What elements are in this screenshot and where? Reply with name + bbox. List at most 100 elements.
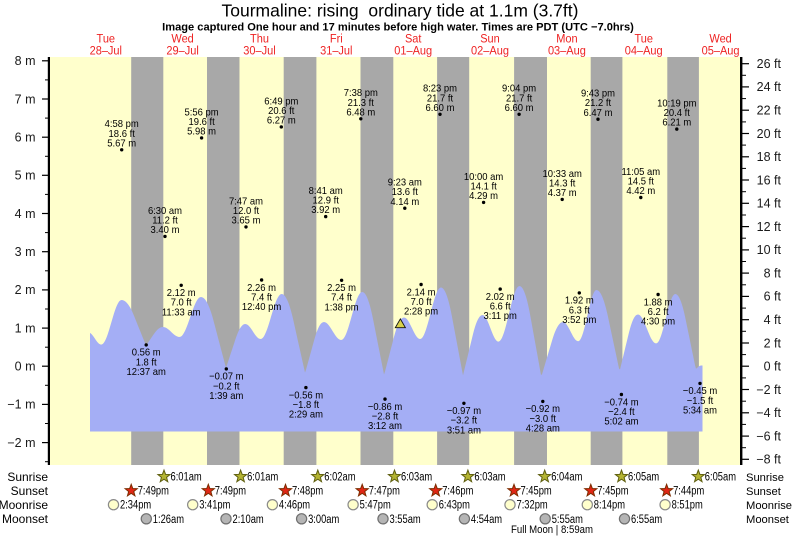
svg-text:−1 m: −1 m xyxy=(7,398,35,412)
svg-text:1.8 ft: 1.8 ft xyxy=(136,356,157,368)
svg-text:Sat: Sat xyxy=(405,31,422,45)
svg-text:20.4 ft: 20.4 ft xyxy=(664,107,690,119)
svg-text:Sunrise: Sunrise xyxy=(7,470,48,484)
svg-text:4.29 m: 4.29 m xyxy=(469,190,498,202)
svg-text:3.92 m: 3.92 m xyxy=(311,204,340,216)
svg-text:Sunset: Sunset xyxy=(11,484,49,498)
svg-text:7:48pm: 7:48pm xyxy=(292,486,323,498)
svg-text:4:46pm: 4:46pm xyxy=(279,500,310,512)
svg-text:0.56 m: 0.56 m xyxy=(132,347,161,359)
svg-text:11:05 am: 11:05 am xyxy=(621,166,660,178)
svg-text:Moonset: Moonset xyxy=(2,512,49,526)
svg-text:7.0 ft: 7.0 ft xyxy=(171,297,192,309)
svg-text:8:41 am: 8:41 am xyxy=(309,185,343,197)
svg-text:1:39 am: 1:39 am xyxy=(209,390,243,402)
svg-text:2 m: 2 m xyxy=(15,283,36,297)
svg-text:8:23 pm: 8:23 pm xyxy=(423,83,457,95)
svg-text:Tue: Tue xyxy=(634,31,653,45)
svg-text:6:43pm: 6:43pm xyxy=(439,500,470,512)
svg-text:−2.8 ft: −2.8 ft xyxy=(372,411,399,423)
svg-text:7 m: 7 m xyxy=(15,92,36,106)
svg-text:19.6 ft: 19.6 ft xyxy=(188,116,214,128)
svg-text:6.2 ft: 6.2 ft xyxy=(648,306,669,318)
svg-text:24 ft: 24 ft xyxy=(757,80,782,94)
svg-text:−2 m: −2 m xyxy=(7,436,35,450)
svg-text:−3.2 ft: −3.2 ft xyxy=(451,415,478,427)
svg-text:2:29 am: 2:29 am xyxy=(289,409,323,421)
svg-text:7:44pm: 7:44pm xyxy=(673,486,704,498)
svg-text:6.47 m: 6.47 m xyxy=(584,107,613,119)
svg-text:7:49pm: 7:49pm xyxy=(215,486,246,498)
svg-text:10:00 am: 10:00 am xyxy=(464,171,504,183)
svg-text:4 m: 4 m xyxy=(15,207,36,221)
svg-text:6:05am: 6:05am xyxy=(705,472,736,484)
svg-text:02–Aug: 02–Aug xyxy=(471,43,509,57)
svg-text:4:58 pm: 4:58 pm xyxy=(105,118,139,130)
svg-text:−8 ft: −8 ft xyxy=(756,453,781,467)
svg-text:6:03am: 6:03am xyxy=(401,472,432,484)
svg-text:1.92 m: 1.92 m xyxy=(565,295,594,307)
svg-text:4.14 m: 4.14 m xyxy=(390,196,419,208)
svg-text:2.02 m: 2.02 m xyxy=(486,291,515,303)
svg-text:4:28 am: 4:28 am xyxy=(526,422,560,434)
svg-text:Tourmaline: rising ordinary t: Tourmaline: rising ordinary tide at 1.1m… xyxy=(222,1,579,21)
svg-text:7:38 pm: 7:38 pm xyxy=(344,87,378,99)
svg-text:7.0 ft: 7.0 ft xyxy=(411,296,432,308)
svg-text:−3.0 ft: −3.0 ft xyxy=(530,413,557,425)
svg-text:7:45pm: 7:45pm xyxy=(597,486,628,498)
svg-text:8:51pm: 8:51pm xyxy=(672,500,703,512)
svg-text:31–Jul: 31–Jul xyxy=(320,43,352,57)
svg-text:14.3 ft: 14.3 ft xyxy=(549,177,575,189)
svg-text:−6 ft: −6 ft xyxy=(756,429,781,443)
svg-text:Sunset: Sunset xyxy=(746,486,782,498)
svg-text:6:30 am: 6:30 am xyxy=(148,205,182,217)
svg-text:7:47 am: 7:47 am xyxy=(229,195,263,207)
svg-text:7:46pm: 7:46pm xyxy=(442,486,473,498)
svg-text:7:32pm: 7:32pm xyxy=(517,500,548,512)
svg-text:2:10am: 2:10am xyxy=(233,514,264,526)
svg-text:−1.5 ft: −1.5 ft xyxy=(687,395,714,407)
svg-text:12.0 ft: 12.0 ft xyxy=(233,205,259,217)
svg-text:9:23 am: 9:23 am xyxy=(388,177,422,189)
svg-text:4 ft: 4 ft xyxy=(764,313,782,327)
svg-text:3:00am: 3:00am xyxy=(308,514,339,526)
svg-text:2.12 m: 2.12 m xyxy=(167,287,196,299)
svg-text:6:02am: 6:02am xyxy=(324,472,355,484)
svg-text:6.60 m: 6.60 m xyxy=(426,102,455,114)
svg-text:6 m: 6 m xyxy=(15,131,36,145)
svg-text:10:33 am: 10:33 am xyxy=(543,168,583,180)
svg-text:6.48 m: 6.48 m xyxy=(346,106,375,118)
svg-text:3.65 m: 3.65 m xyxy=(232,215,261,227)
svg-text:Sunrise: Sunrise xyxy=(746,472,784,484)
svg-text:6:04am: 6:04am xyxy=(551,472,582,484)
svg-text:5:55am: 5:55am xyxy=(552,514,583,526)
svg-text:1:26am: 1:26am xyxy=(153,514,184,526)
svg-text:20 ft: 20 ft xyxy=(757,127,782,141)
svg-text:−2 ft: −2 ft xyxy=(756,383,781,397)
svg-text:6.60 m: 6.60 m xyxy=(505,102,534,114)
svg-text:Mon: Mon xyxy=(556,31,577,45)
svg-text:6.27 m: 6.27 m xyxy=(267,115,296,127)
svg-text:Wed: Wed xyxy=(171,31,193,45)
svg-text:−0.56 m: −0.56 m xyxy=(289,389,324,401)
svg-text:21.7 ft: 21.7 ft xyxy=(427,92,453,104)
svg-text:12:40 pm: 12:40 pm xyxy=(242,301,282,313)
svg-text:4.42 m: 4.42 m xyxy=(626,185,655,197)
svg-text:−0.07 m: −0.07 m xyxy=(209,371,244,383)
svg-text:4:54am: 4:54am xyxy=(471,514,502,526)
svg-text:3:52 pm: 3:52 pm xyxy=(562,314,596,326)
svg-text:16 ft: 16 ft xyxy=(757,173,782,187)
svg-text:29–Jul: 29–Jul xyxy=(166,43,198,57)
svg-text:10 ft: 10 ft xyxy=(757,243,782,257)
svg-text:6 ft: 6 ft xyxy=(764,290,782,304)
svg-text:6:01am: 6:01am xyxy=(247,472,278,484)
svg-text:−1.8 ft: −1.8 ft xyxy=(293,399,320,411)
svg-text:6.3 ft: 6.3 ft xyxy=(569,304,590,316)
svg-text:21.3 ft: 21.3 ft xyxy=(348,97,374,109)
svg-text:2.14 m: 2.14 m xyxy=(407,286,436,298)
svg-text:5 m: 5 m xyxy=(15,169,36,183)
svg-text:14 ft: 14 ft xyxy=(757,197,782,211)
svg-text:05–Aug: 05–Aug xyxy=(702,43,740,57)
svg-text:0 ft: 0 ft xyxy=(764,360,782,374)
svg-text:−0.2 ft: −0.2 ft xyxy=(213,380,240,392)
